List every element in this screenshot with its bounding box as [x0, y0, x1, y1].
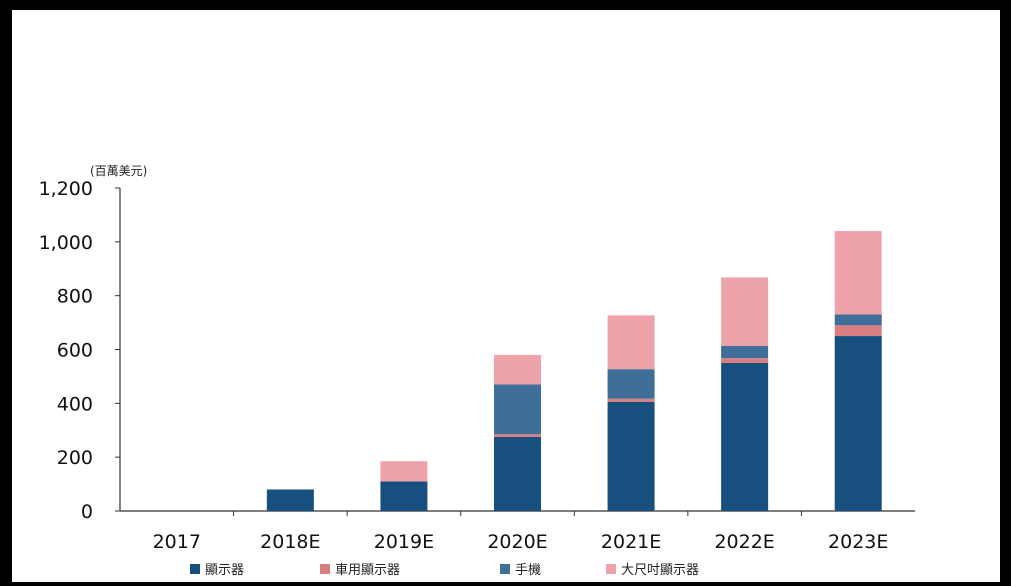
bar-segment [380, 481, 428, 511]
legend-label: 顯示器 [205, 563, 244, 578]
x-axis-ticks: 2017 2018E 2019E 2020E 2021E 2022E 2023E [153, 511, 888, 553]
y-tick-label: 400 [57, 393, 93, 415]
x-tick-label: 2021E [601, 531, 661, 553]
bar-segment [266, 489, 314, 511]
y-tick-label: 200 [57, 447, 93, 469]
bar-segment [834, 336, 882, 511]
bar-segment [494, 434, 541, 437]
y-tick-label: 800 [57, 286, 93, 308]
bar-segment [607, 369, 655, 399]
bar-segment [721, 358, 769, 363]
x-tick-label: 2020E [487, 531, 547, 553]
legend-swatch [320, 564, 330, 574]
x-tick-label: 2022E [714, 531, 774, 553]
y-tick-label: 0 [81, 501, 93, 523]
legend-label: 車用顯示器 [335, 563, 400, 578]
y-tick-label: 600 [57, 340, 93, 362]
bar-segment [834, 231, 882, 315]
bar-segment [380, 461, 428, 482]
bar-segment [834, 325, 882, 337]
y-tick-label: 1,200 [39, 178, 93, 200]
bar-segment [607, 401, 655, 511]
bar-segment [607, 398, 655, 402]
y-tick-label: 1,000 [39, 232, 93, 254]
y-axis-unit-label: (百萬美元) [90, 164, 147, 178]
bar-segment [494, 354, 541, 385]
bar-segment [607, 315, 655, 370]
legend-swatch [606, 564, 616, 574]
y-axis-ticks: 0 200 400 600 800 1,000 1,200 [39, 178, 120, 523]
chart-legend: 顯示器 車用顯示器 手機 大尺吋顯示器 [190, 563, 699, 578]
x-tick-label: 2017 [153, 531, 201, 553]
legend-label: 手機 [515, 563, 541, 578]
bar-segment [834, 314, 882, 326]
chart-bars [266, 231, 882, 511]
legend-label: 大尺吋顯示器 [621, 563, 699, 578]
legend-swatch [500, 564, 510, 574]
bar-segment [721, 346, 769, 359]
legend-swatch [190, 564, 200, 574]
x-tick-label: 2023E [828, 531, 888, 553]
bar-segment [721, 362, 769, 511]
bar-segment [494, 384, 541, 435]
bar-segment [721, 277, 769, 347]
bar-segment [494, 436, 541, 511]
x-tick-label: 2018E [260, 531, 320, 553]
x-tick-label: 2019E [374, 531, 434, 553]
